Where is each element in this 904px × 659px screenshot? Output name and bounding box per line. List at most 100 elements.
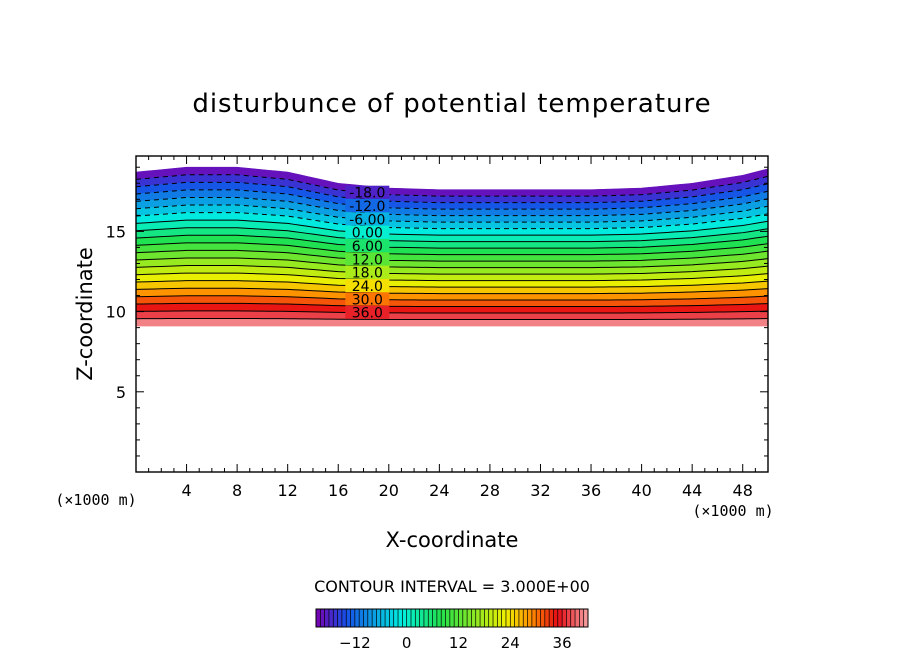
colorbar-tick-label: −12 xyxy=(339,634,371,652)
colorbar-cell xyxy=(488,609,494,627)
colorbar-cell xyxy=(583,609,589,627)
colorbar-cell xyxy=(436,609,442,627)
x-axis-label: X-coordinate xyxy=(386,528,519,552)
x-tick-label: 4 xyxy=(181,481,191,500)
colorbar-cell xyxy=(523,609,528,627)
colorbar-tick-label: 24 xyxy=(501,634,520,652)
colorbar-cell xyxy=(346,609,351,627)
colorbar-cell xyxy=(557,609,563,627)
contour-label-bg xyxy=(345,279,390,293)
colorbar-cell xyxy=(354,609,360,627)
contour-line xyxy=(135,265,769,275)
contour-label: 18.0 xyxy=(352,266,383,282)
y-axis-ticks: 5 10 15 xyxy=(106,166,768,457)
colorbar-cell xyxy=(501,609,507,627)
contour-label-bg xyxy=(345,225,390,239)
colorbar-cell xyxy=(480,609,485,627)
contour-label: 36.0 xyxy=(352,306,383,322)
contour-line xyxy=(135,196,769,217)
colorbar-cell xyxy=(493,609,498,627)
x-tick-label: 40 xyxy=(631,481,651,500)
x-unit-right: (×1000 m) xyxy=(692,502,773,520)
x-tick-label: 28 xyxy=(480,481,500,500)
colorbar-cell xyxy=(380,609,386,627)
colorbar-cell xyxy=(337,609,343,627)
colorbar-cell xyxy=(471,609,477,627)
colorbar-cell xyxy=(449,609,455,627)
x-tick-label: 8 xyxy=(232,481,242,500)
x-tick-label: 16 xyxy=(328,481,348,500)
contour-line xyxy=(135,280,769,288)
colorbar-cell xyxy=(393,609,399,627)
contour-line xyxy=(135,204,769,223)
colorbar-ticks: −12 0 12 24 36 xyxy=(339,634,572,652)
colorbar-cell xyxy=(454,609,459,627)
colorbar-cell xyxy=(410,609,416,627)
x-tick-label: 12 xyxy=(278,481,298,500)
x-tick-label: 36 xyxy=(581,481,601,500)
contour-line xyxy=(135,212,769,230)
y-axis-label: Z-coordinate xyxy=(73,247,97,381)
contour-interval-label: CONTOUR INTERVAL = 3.000E+00 xyxy=(314,577,590,596)
colorbar-cell xyxy=(518,609,524,627)
colorbar-cell xyxy=(458,609,464,627)
colorbar-cell xyxy=(324,609,330,627)
colorbar-cell xyxy=(389,609,395,627)
contour-label: 0.00 xyxy=(352,226,383,242)
x-tick-label: 24 xyxy=(429,481,449,500)
contour-label: 6.00 xyxy=(352,239,383,255)
x-tick-label: 32 xyxy=(530,481,550,500)
colorbar-cell xyxy=(527,609,533,627)
colorbar-cell xyxy=(510,609,515,627)
colorbar-cell xyxy=(566,609,572,627)
contour-line xyxy=(135,295,769,301)
colorbar-tick-label: 12 xyxy=(449,634,468,652)
colorbar-cell xyxy=(445,609,451,627)
colorbar-cell xyxy=(385,609,390,627)
colorbar-cell xyxy=(484,609,489,627)
contour-line xyxy=(135,272,769,282)
x-tick-label: 44 xyxy=(682,481,702,500)
contour-line xyxy=(135,181,769,204)
contour-lines xyxy=(135,174,769,321)
colorbar-frame xyxy=(315,608,589,628)
colorbar-cell xyxy=(376,609,382,627)
contour-line xyxy=(135,302,769,308)
colorbar-cell xyxy=(350,609,356,627)
colorbar-cell xyxy=(544,609,550,627)
colorbar-cell xyxy=(505,609,511,627)
y-tick-label: 15 xyxy=(106,222,126,241)
colorbar-cell xyxy=(316,609,321,627)
contour-label: 12.0 xyxy=(352,252,383,268)
contour-line xyxy=(135,174,769,197)
colorbar-cell xyxy=(328,609,334,627)
colorbar-cell xyxy=(462,609,468,627)
contour-line xyxy=(135,219,769,236)
colorbar-cell xyxy=(398,609,403,627)
contour-labels: -18.0-12.0-6.000.006.0012.018.024.030.03… xyxy=(345,185,390,322)
colorbar-cell xyxy=(514,609,520,627)
colorbar-cell xyxy=(570,609,576,627)
x-axis-ticks: 4 8 12 16 20 24 28 32 36 40 44 48 xyxy=(148,156,756,500)
contour-line xyxy=(135,310,769,314)
x-unit-left: (×1000 m) xyxy=(55,491,136,509)
x-tick-label: 48 xyxy=(733,481,753,500)
colorbar-cell xyxy=(553,609,559,627)
contour-label: -6.00 xyxy=(349,212,385,228)
contour-label: -18.0 xyxy=(349,186,385,202)
contour-line xyxy=(135,227,769,243)
colorbar-cell xyxy=(536,609,541,627)
colorbar-cell xyxy=(562,609,567,627)
colorbar-cell xyxy=(359,609,364,627)
colorbar-cell xyxy=(341,609,347,627)
colorbar-cell xyxy=(531,609,537,627)
colorbar-tick-label: 36 xyxy=(553,634,572,652)
colorbar-cell xyxy=(540,609,546,627)
contour-field xyxy=(135,166,769,327)
colorbar-cell xyxy=(428,609,433,627)
contour-line xyxy=(135,249,769,262)
colorbar-cell xyxy=(415,609,420,627)
contour-label: -12.0 xyxy=(349,199,385,215)
